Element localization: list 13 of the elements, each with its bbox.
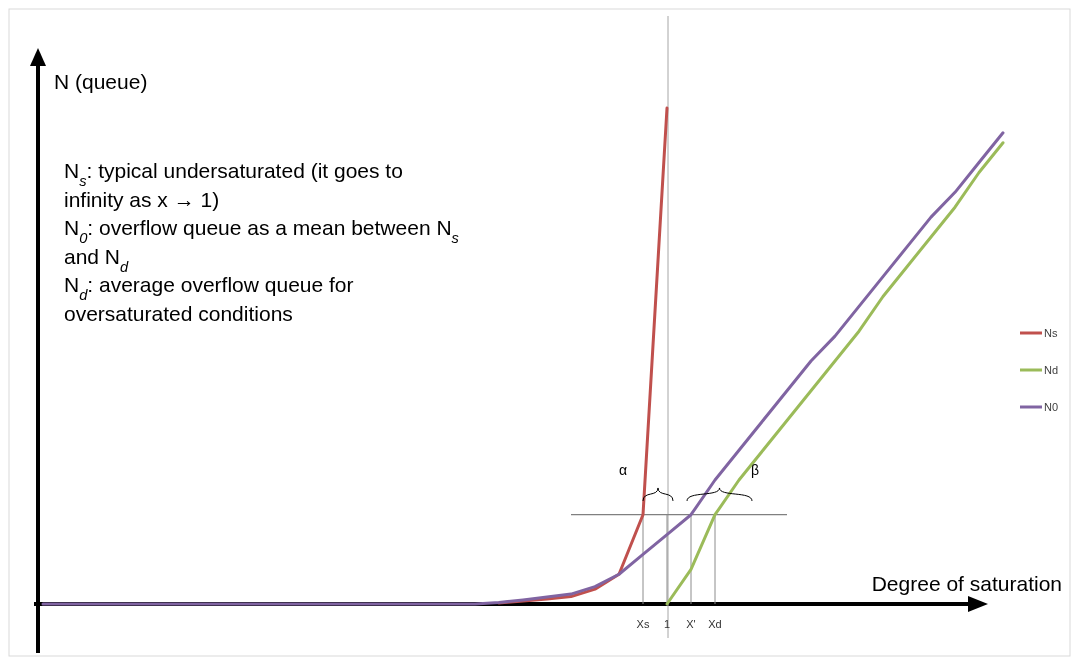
annotation: β — [750, 461, 760, 478]
x-axis-title: Degree of saturation — [871, 572, 1062, 595]
x-tick-label: 1 — [663, 618, 671, 630]
y-axis-title: N (queue) — [54, 70, 148, 93]
annotation: N$_{d}$: average overflow queue for oversaturated conditions — [64, 273, 354, 325]
legend-label: N0 — [1044, 401, 1059, 413]
legend-label: Nd — [1044, 364, 1059, 376]
legend-label: Ns — [1044, 327, 1058, 339]
x-tick-label: Xd — [708, 618, 722, 630]
annotation: α — [618, 461, 628, 478]
x-tick-label: Xs — [636, 618, 650, 630]
annotation: N$_{s}$: typical undersaturated (it goes to infinity as x → 1) — [64, 159, 403, 211]
x-tick-label: X' — [686, 618, 696, 630]
